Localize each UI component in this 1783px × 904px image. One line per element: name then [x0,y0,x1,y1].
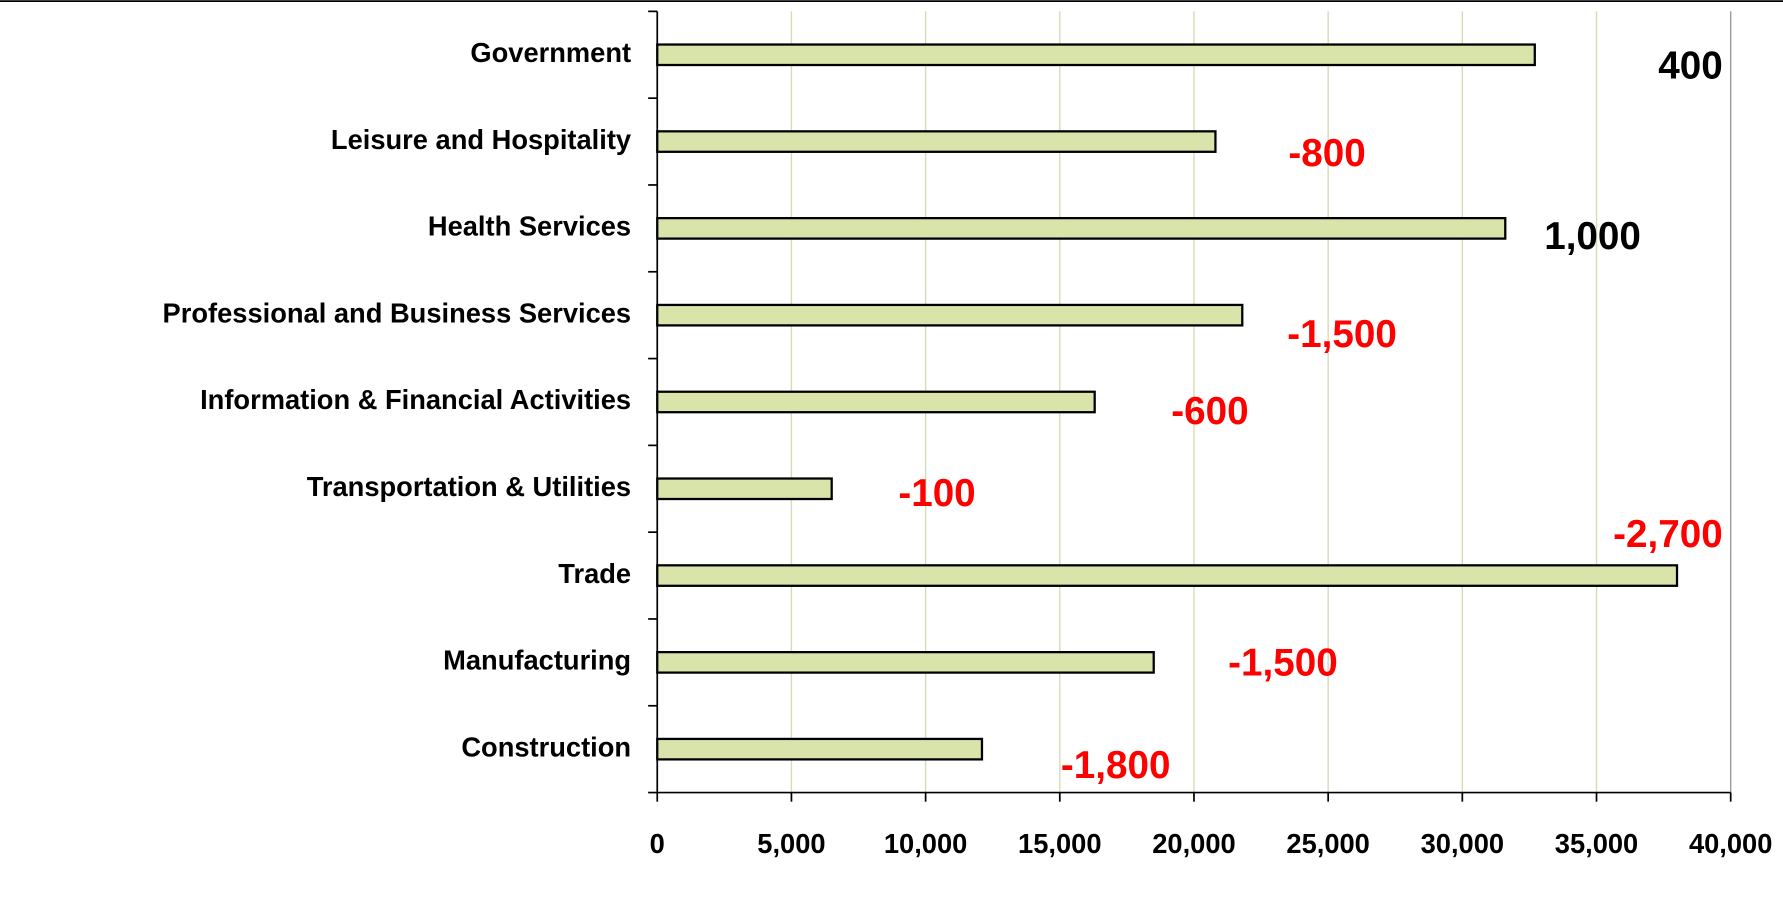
annotation: 400 [1658,44,1723,87]
annotation: -800 [1288,132,1365,175]
y-tick-label: Manufacturing [443,645,631,676]
bar [656,564,1679,587]
x-tick-label: 25,000 [1286,828,1369,859]
annotation: -1,500 [1287,313,1397,356]
y-tick-label: Transportation & Utilities [307,471,631,502]
x-tick-label: 15,000 [1018,828,1101,859]
bar [656,216,1507,240]
annotation: 1,000 [1544,215,1641,258]
x-tick-label: 10,000 [884,828,967,859]
y-tick-label: Construction [461,731,631,762]
x-tick-label: 35,000 [1555,828,1638,859]
bar [656,303,1244,327]
x-tick-label: 20,000 [1152,828,1235,859]
bar [656,737,984,761]
y-tick-label: Government [470,37,631,68]
bar [656,43,1536,67]
annotation: -2,700 [1613,513,1723,556]
annotation: -1,800 [1061,744,1171,787]
x-tick-label: 40,000 [1689,828,1772,859]
bar [656,477,833,501]
bar [656,390,1096,414]
bar [656,650,1155,674]
x-tick-label: 30,000 [1421,828,1504,859]
y-tick-label: Health Services [428,211,631,242]
x-tick-label: 5,000 [757,828,825,859]
y-tick-label: Professional and Business Services [163,297,632,328]
annotation: -100 [898,472,975,515]
y-tick-label: Information & Financial Activities [200,384,631,415]
y-tick-label: Trade [558,558,631,589]
y-tick-label: Leisure and Hospitality [331,124,632,155]
annotation: -1,500 [1228,641,1338,684]
annotation: -600 [1171,390,1248,433]
bar [656,130,1217,153]
x-tick-label: 0 [650,828,665,859]
